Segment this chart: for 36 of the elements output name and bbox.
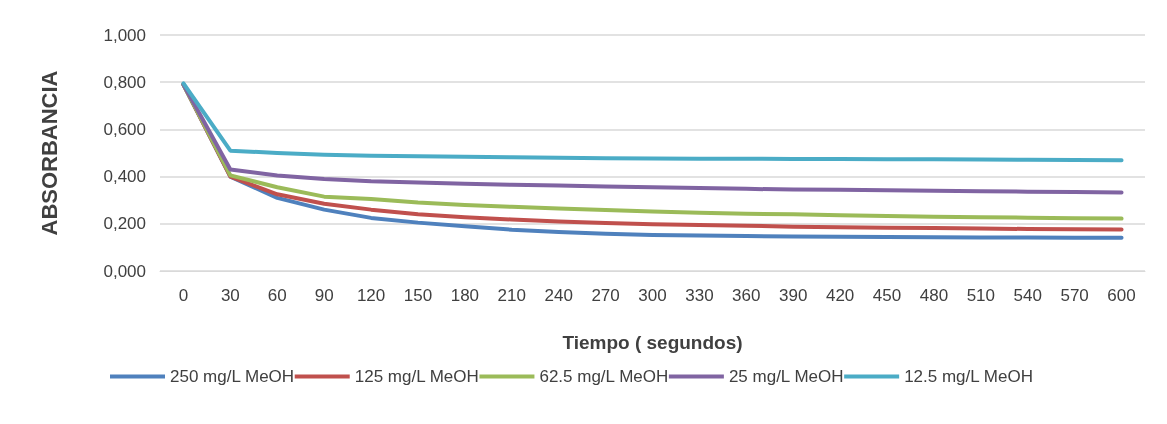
x-tick-label: 360 [732,286,761,305]
x-tick-label: 120 [356,286,386,305]
x-tick-label: 30 [220,286,240,305]
x-tick-label: 510 [966,286,996,305]
x-tick-label: 600 [1107,286,1136,305]
x-axis-title: Tiempo ( segundos) [562,332,743,353]
y-tick-label: 0,400 [103,167,146,187]
legend-label: 250 mg/L MeOH [170,367,295,386]
y-tick-label: 0,200 [103,214,146,234]
x-tick-label: 60 [267,286,287,305]
x-tick-label: 240 [544,286,573,305]
x-tick-label: 0 [178,286,189,305]
x-tick-label: 330 [685,286,714,305]
y-tick-label: 0,000 [103,261,146,281]
y-tick-label: 0,800 [103,72,146,92]
legend-label: 125 mg/L MeOH [354,367,479,386]
x-tick-label: 180 [450,286,480,305]
x-tick-label: 480 [919,286,949,305]
x-tick-label: 570 [1060,286,1089,305]
legend-label: 25 mg/L MeOH [728,367,844,386]
x-tick-label: 540 [1013,286,1042,305]
line-series [181,81,1124,163]
y-tick-label: 1,000 [103,25,146,45]
y-axis-title: ABSORBANCIA [36,70,62,236]
x-tick-label: 390 [779,286,808,305]
line-series [181,82,1124,195]
x-tick-label: 450 [872,286,902,305]
x-tick-label: 420 [825,286,855,305]
x-tick-label: 210 [497,286,526,305]
legend-label: 12.5 mg/L MeOH [904,367,1033,386]
x-tick-label: 300 [638,286,667,305]
legend-label: 62.5 mg/L MeOH [539,367,669,386]
x-tick-label: 150 [403,286,433,305]
x-tick-label: 270 [591,286,620,305]
y-tick-label: 0,600 [103,119,146,139]
x-tick-label: 90 [314,286,334,305]
